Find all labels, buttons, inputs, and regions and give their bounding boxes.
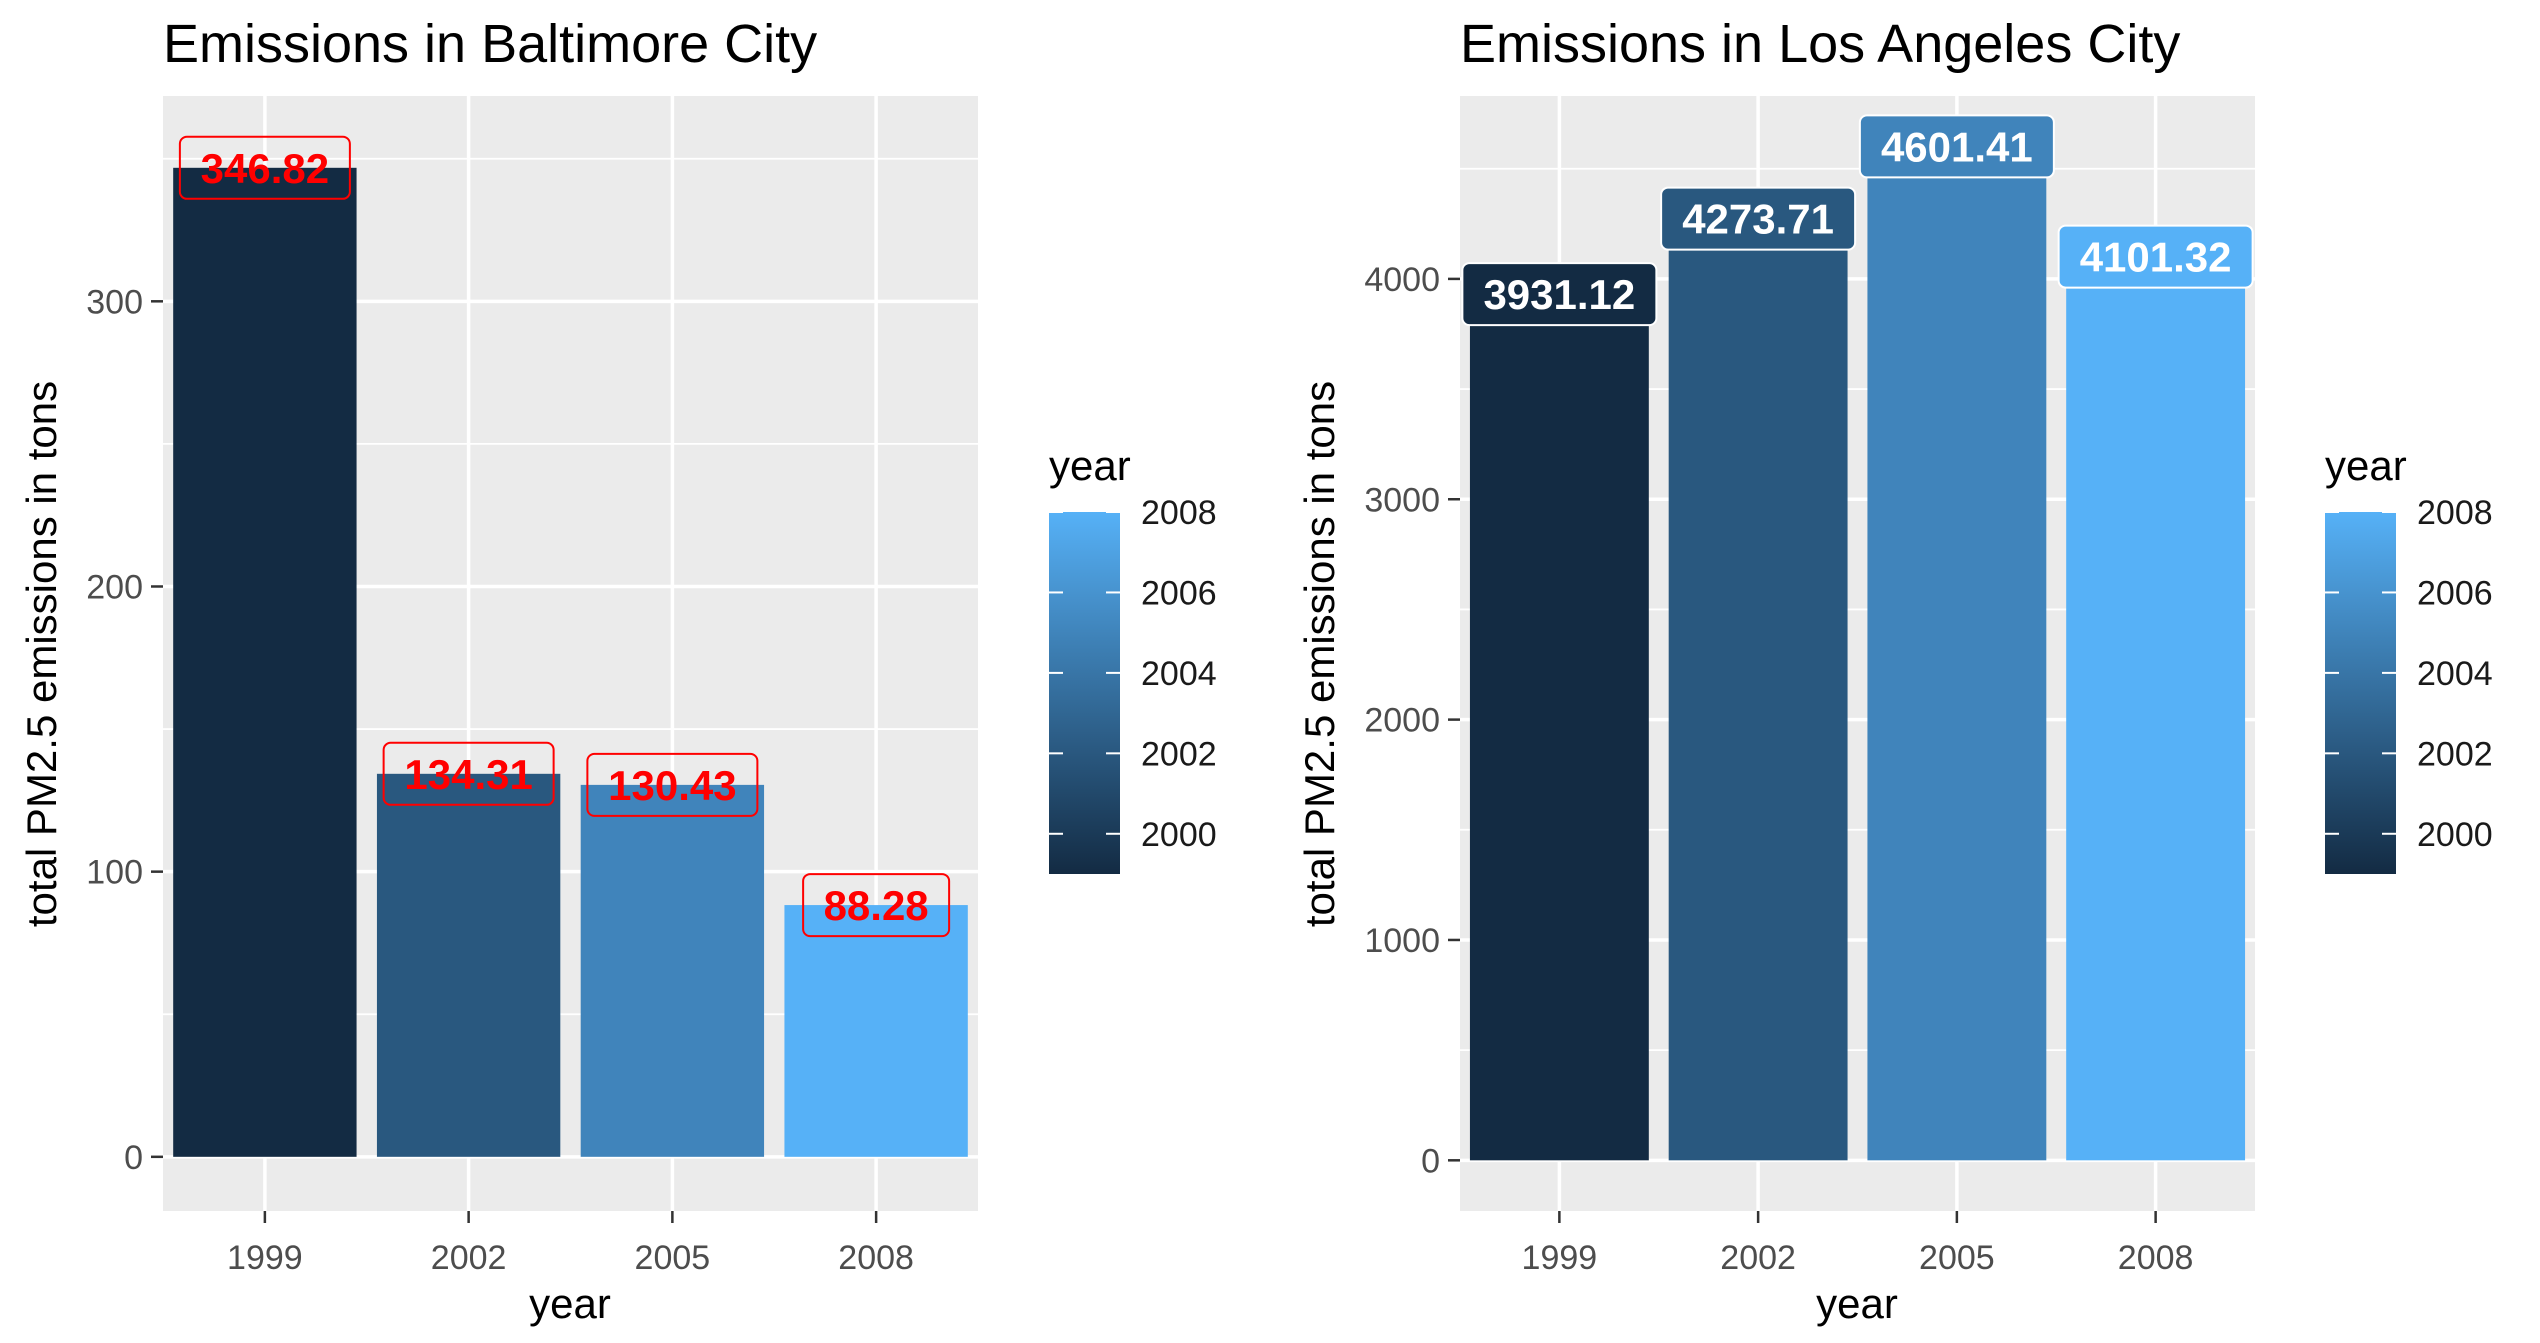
data-labels: 3931.12 4273.71 4601.41 4101.32: [1461, 114, 2254, 327]
x-tick-label: 2002: [1720, 1239, 1796, 1277]
y-tick-label: 2000: [1364, 702, 1440, 740]
data-label: 88.28: [824, 882, 929, 929]
x-axis: 1999 2002 2005 2008: [227, 1211, 914, 1277]
y-axis: 0 1000 2000 3000 4000: [1364, 261, 1460, 1180]
y-tick-label: 0: [1421, 1142, 1440, 1180]
bar-2005: [580, 784, 765, 1157]
y-tick-label: 300: [86, 283, 143, 321]
data-label: 346.82: [201, 145, 329, 192]
legend-colorbar: [2325, 512, 2396, 874]
baltimore-chart: Emissions in Baltimore City 346.82 134.31…: [18, 14, 1217, 1327]
y-tick-label: 100: [86, 854, 143, 892]
y-tick-label: 3000: [1364, 481, 1440, 519]
legend-label: 2002: [2417, 735, 2493, 773]
data-label-box: [586, 752, 759, 817]
legend-label: 2008: [2417, 494, 2493, 532]
legend-label: 2008: [1141, 494, 1217, 532]
legend-label: 2004: [1141, 655, 1217, 693]
data-label: 130.43: [608, 762, 736, 809]
y-tick-label: 0: [124, 1139, 143, 1177]
data-label-box: [802, 873, 951, 938]
bar-2005: [1867, 146, 2047, 1161]
data-label-box: [2057, 224, 2254, 289]
x-tick-label: 1999: [1522, 1239, 1598, 1277]
x-tick-label: 2002: [431, 1239, 507, 1277]
legend-title: year: [2325, 442, 2407, 489]
data-label: 3931.12: [1483, 271, 1635, 318]
y-axis-title: total PM2.5 emissions in tons: [18, 381, 65, 927]
legend-label: 2000: [1141, 816, 1217, 854]
legend-label: 2004: [2417, 655, 2493, 693]
legend-ticks: 2008 2006 2004 2002 2000: [2325, 494, 2493, 854]
y-tick-label: 1000: [1364, 922, 1440, 960]
data-label-box: [178, 135, 351, 200]
bar-1999: [173, 167, 357, 1157]
x-tick-label: 2008: [838, 1239, 914, 1277]
legend-label: 2000: [2417, 816, 2493, 854]
legend-label: 2002: [1141, 735, 1217, 773]
data-label: 4273.71: [1682, 196, 1834, 243]
y-tick-label: 4000: [1364, 261, 1440, 299]
y-axis: 0 100 200 300: [86, 283, 163, 1177]
legend-ticks: 2008 2006 2004 2002 2000: [1049, 494, 1217, 854]
bar-2008: [2066, 256, 2246, 1161]
bars: [1469, 146, 2246, 1161]
x-tick-label: 2008: [2118, 1239, 2194, 1277]
legend-colorbar: [1049, 512, 1120, 874]
legend-label: 2006: [2417, 574, 2493, 612]
bar-1999: [1469, 294, 1649, 1161]
x-tick-label: 1999: [227, 1239, 303, 1277]
data-label-box: [1858, 114, 2055, 179]
data-label: 4101.32: [2080, 234, 2232, 281]
bar-2002: [376, 773, 561, 1157]
x-tick-label: 2005: [635, 1239, 711, 1277]
legend-title: year: [1049, 442, 1131, 489]
data-label-box: [1660, 186, 1857, 251]
x-tick-label: 2005: [1919, 1239, 1995, 1277]
bar-2002: [1668, 218, 1848, 1161]
x-axis-title: year: [529, 1280, 611, 1327]
x-axis-title: year: [1816, 1280, 1898, 1327]
data-label-box: [1461, 262, 1658, 327]
legend: year 2008 2006 2004 2002 2000: [1049, 442, 1217, 874]
los-angeles-chart: Emissions in Los Angeles City 3931.12 427…: [1296, 14, 2493, 1327]
legend-label: 2006: [1141, 574, 1217, 612]
data-label: 134.31: [404, 751, 532, 798]
chart-title: Emissions in Baltimore City: [163, 14, 817, 74]
chart-title: Emissions in Los Angeles City: [1460, 14, 2180, 74]
y-axis-title: total PM2.5 emissions in tons: [1296, 381, 1343, 927]
data-label-box: [382, 741, 555, 806]
x-axis: 1999 2002 2005 2008: [1522, 1211, 2194, 1277]
legend: year 2008 2006 2004 2002 2000: [2325, 442, 2493, 874]
data-labels: 346.82 134.31 130.43 88.28: [178, 135, 951, 938]
y-tick-label: 200: [86, 568, 143, 606]
bar-2008: [784, 905, 968, 1157]
data-label: 4601.41: [1881, 123, 2033, 170]
bars: [173, 167, 968, 1157]
